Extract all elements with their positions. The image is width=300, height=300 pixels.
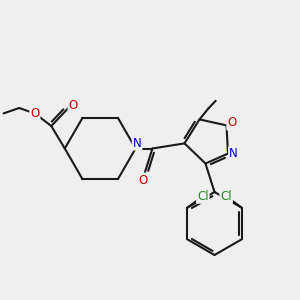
Text: O: O — [227, 116, 236, 130]
Text: O: O — [30, 107, 39, 120]
Text: O: O — [69, 99, 78, 112]
Text: O: O — [139, 173, 148, 187]
Text: N: N — [133, 136, 142, 150]
Text: Cl: Cl — [197, 190, 208, 203]
Text: Cl: Cl — [220, 190, 232, 203]
Text: N: N — [229, 147, 238, 160]
